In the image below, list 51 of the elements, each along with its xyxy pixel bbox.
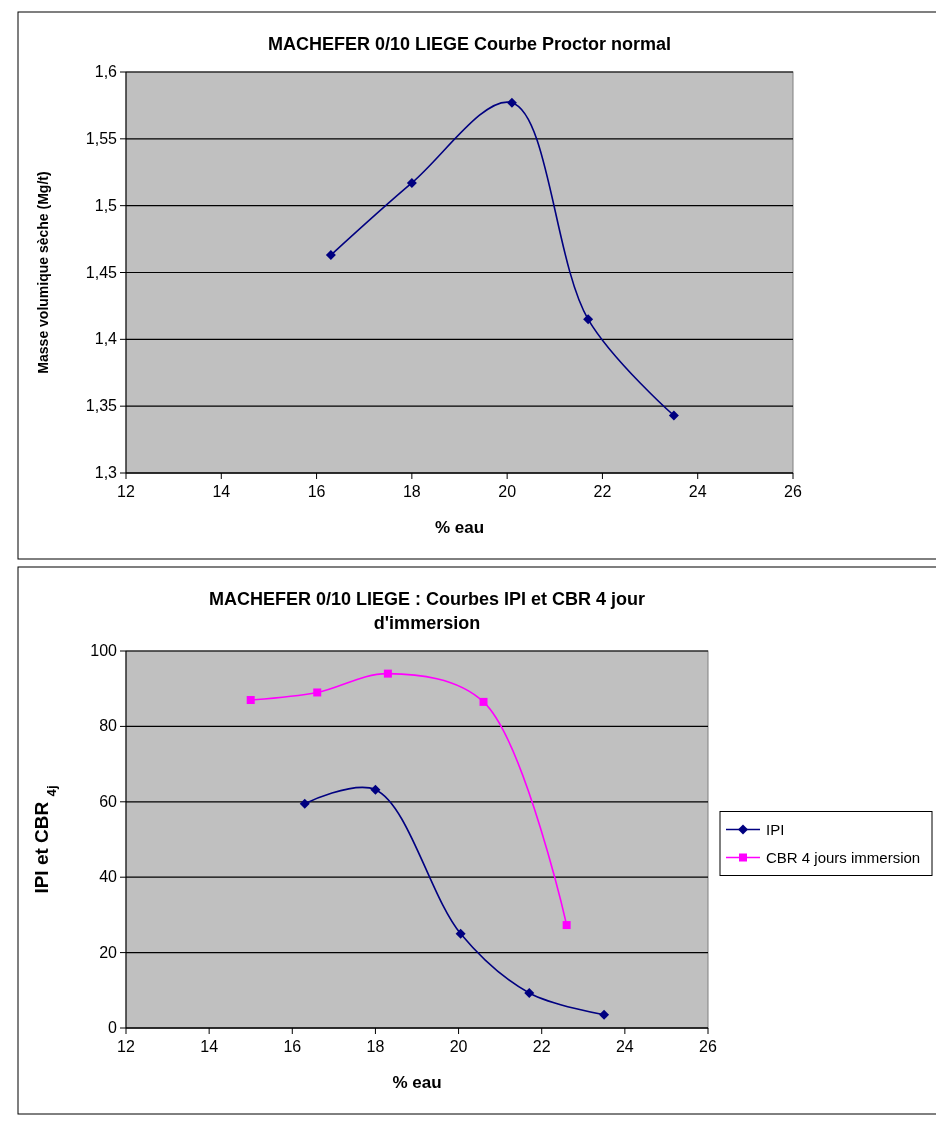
- x-tick-label: 24: [688, 483, 707, 500]
- y-tick-label: 40: [99, 868, 118, 886]
- point: [313, 688, 322, 697]
- chart-title: MACHEFER 0/10 LIEGE Courbe Proctor normal: [267, 34, 672, 54]
- point: [524, 987, 535, 998]
- point: [562, 921, 571, 930]
- x-tick-label: 16: [283, 1038, 302, 1055]
- point: [246, 696, 255, 705]
- chart-title: MACHEFER 0/10 LIEGE : Courbes IPI et CBR 4 jour d'immersion: [208, 589, 646, 633]
- x-axis-title: % eau: [434, 518, 485, 537]
- x-tick-label: 14: [212, 483, 231, 500]
- point: [370, 784, 381, 795]
- x-axis-title: % eau: [392, 1073, 442, 1092]
- x-tick-label: 22: [532, 1038, 551, 1055]
- point: [325, 250, 336, 261]
- x-tick-label: 24: [615, 1038, 634, 1055]
- x-tick-label: 22: [593, 483, 612, 500]
- x-tick-label: 20: [498, 483, 517, 500]
- x-tick-label: 26: [699, 1038, 717, 1055]
- y-tick-label: 1,5: [94, 196, 118, 214]
- y-tick-label: 1,3: [94, 464, 118, 481]
- point: [383, 669, 392, 678]
- y-tick-label: 100: [90, 642, 118, 659]
- y-tick-label: 1,55: [85, 129, 118, 147]
- point: [406, 177, 417, 188]
- x-tick-label: 12: [117, 483, 135, 500]
- y-axis-title: Masse volumique sèche (Mg/t): [35, 171, 51, 374]
- point: [506, 97, 517, 108]
- y-tick-label: 20: [99, 943, 118, 961]
- x-tick-label: 18: [402, 483, 421, 500]
- y-tick-label: 0: [108, 1019, 118, 1036]
- x-tick-label: 12: [117, 1038, 135, 1055]
- point: [455, 928, 466, 939]
- x-tick-label: 14: [200, 1038, 219, 1055]
- y-tick-label: 1,45: [85, 263, 118, 281]
- x-tick-label: 20: [449, 1038, 468, 1055]
- legend-label: CBR 4 jours immersion: [766, 848, 921, 866]
- legend-label: IPI: [766, 820, 785, 838]
- y-tick-label: 1,35: [85, 397, 118, 415]
- y-tick-label: 1,6: [94, 63, 118, 80]
- point: [668, 410, 679, 421]
- y-tick-label: 60: [99, 792, 118, 810]
- y-tick-label: 1,4: [94, 330, 118, 348]
- y-tick-label: 80: [99, 717, 118, 735]
- x-tick-label: 18: [366, 1038, 385, 1055]
- point: [599, 1009, 610, 1020]
- x-tick-label: 16: [307, 483, 326, 500]
- point: [583, 314, 594, 325]
- point: [299, 798, 310, 809]
- point: [479, 697, 488, 706]
- x-tick-label: 26: [784, 483, 802, 500]
